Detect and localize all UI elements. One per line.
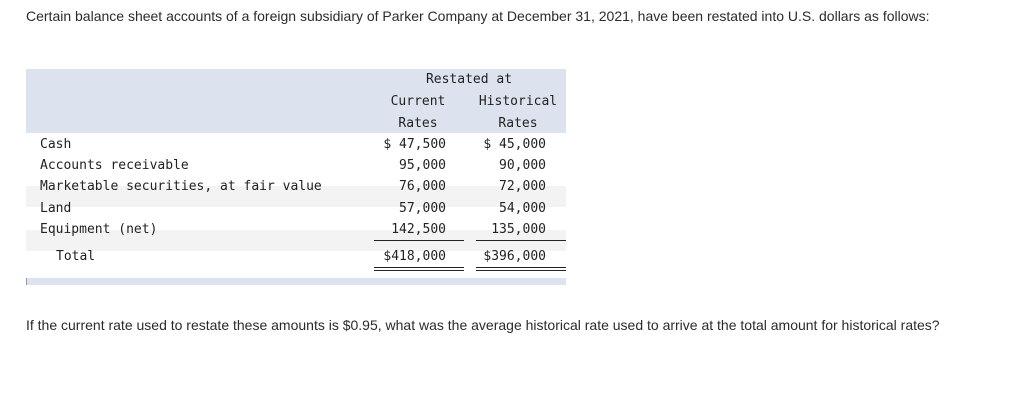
intro-text: Certain balance sheet accounts of a fore… bbox=[26, 8, 930, 24]
col-header-historical-line2: Rates bbox=[498, 116, 538, 131]
total-label: Total bbox=[56, 249, 96, 264]
row-label-cash: Cash bbox=[40, 137, 72, 152]
row-current-accounts-receivable: 95,000 bbox=[399, 158, 446, 173]
row-band-marketable bbox=[26, 186, 566, 207]
subtotal-underline-historical bbox=[476, 240, 566, 241]
row-current-marketable-securities: 76,000 bbox=[399, 179, 446, 194]
table-header-band bbox=[26, 69, 566, 133]
row-label-equipment: Equipment (net) bbox=[40, 222, 158, 237]
row-label-marketable-securities: Marketable securities, at fair value bbox=[40, 179, 322, 194]
table-bottom-bar bbox=[26, 278, 566, 285]
row-historical-land: 54,000 bbox=[499, 201, 546, 216]
row-current-equipment: 142,500 bbox=[391, 222, 446, 237]
col-header-current-line1: Current bbox=[390, 94, 446, 109]
row-historical-marketable-securities: 72,000 bbox=[499, 179, 546, 194]
row-label-land: Land bbox=[40, 201, 72, 216]
restated-balances-table: Restated at Current Rates Historical Rat… bbox=[26, 69, 566, 285]
row-historical-equipment: 135,000 bbox=[491, 222, 546, 237]
row-current-land: 57,000 bbox=[399, 201, 446, 216]
group-header-restated-at: Restated at bbox=[425, 72, 513, 87]
subtotal-underline-current bbox=[374, 240, 464, 241]
row-label-accounts-receivable: Accounts receivable bbox=[40, 158, 189, 173]
col-header-historical-line1: Historical bbox=[478, 94, 558, 109]
total-double-underline-current-bottom bbox=[374, 270, 464, 271]
total-double-underline-current-top bbox=[374, 267, 464, 268]
total-historical: $396,000 bbox=[483, 249, 546, 264]
question-text: If the current rate used to restate thes… bbox=[26, 317, 940, 333]
row-historical-accounts-receivable: 90,000 bbox=[499, 158, 546, 173]
total-double-underline-historical-bottom bbox=[476, 270, 566, 271]
col-header-current-line2: Rates bbox=[398, 116, 438, 131]
row-historical-cash: $ 45,000 bbox=[483, 137, 546, 152]
row-band-equipment bbox=[26, 230, 566, 251]
row-current-cash: $ 47,500 bbox=[383, 137, 446, 152]
total-current: $418,000 bbox=[383, 249, 446, 264]
total-double-underline-historical-top bbox=[476, 267, 566, 268]
